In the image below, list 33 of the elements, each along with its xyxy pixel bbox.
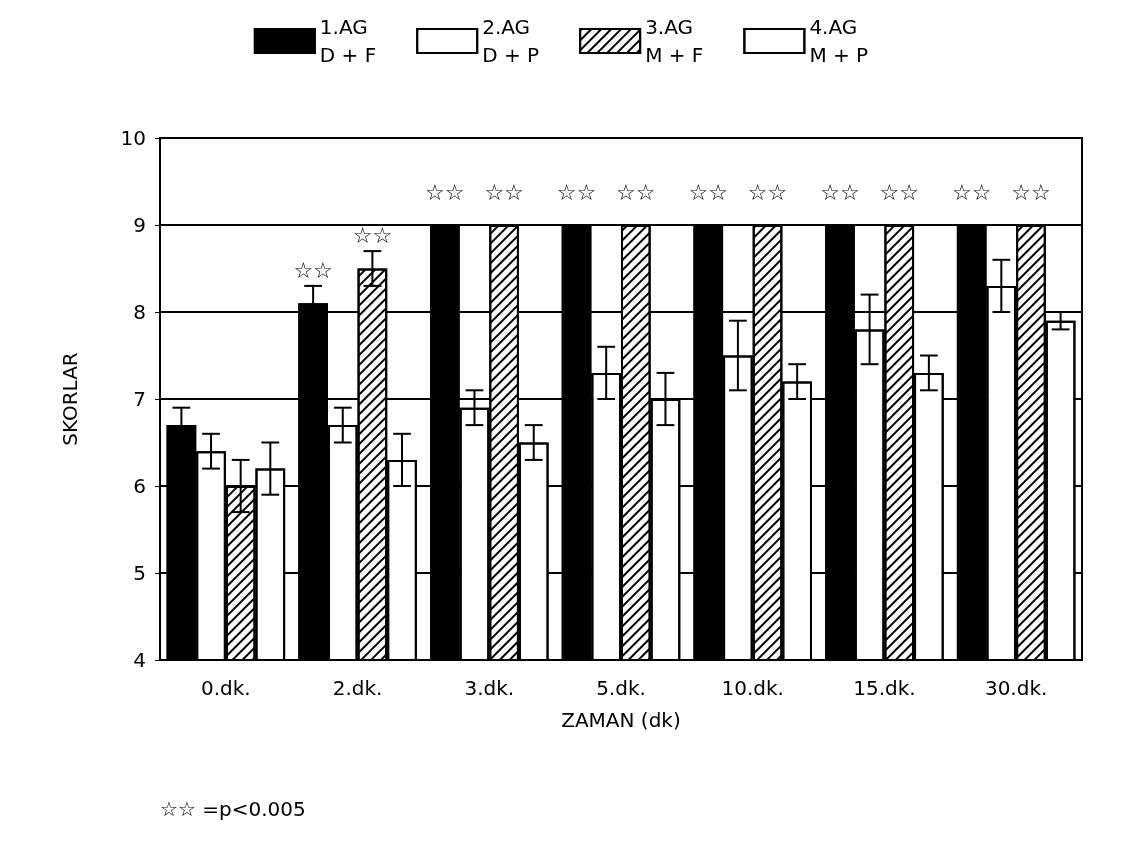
annotation: ☆☆ bbox=[879, 179, 919, 205]
y-tick-label: 7 bbox=[133, 387, 146, 411]
x-tick-label: 30.dk. bbox=[984, 676, 1048, 700]
y-axis-title: SKORLAR bbox=[58, 352, 82, 446]
annotation: ☆☆ bbox=[1011, 179, 1051, 205]
y-tick-label: 6 bbox=[133, 474, 146, 498]
y-tick-label: 8 bbox=[133, 300, 146, 324]
legend-label: 4.AG M + P bbox=[809, 15, 869, 67]
legend-label: 1.AG D + F bbox=[319, 15, 377, 67]
annotation: ☆☆ bbox=[747, 179, 788, 205]
x-tick-label: 10.dk. bbox=[721, 676, 784, 700]
annotation: ☆☆ bbox=[688, 179, 728, 205]
x-axis-title: ZAMAN (dk) bbox=[561, 708, 681, 732]
annotation: ☆☆ bbox=[293, 257, 333, 283]
text: ☆☆ =p<0.005 bbox=[160, 797, 306, 821]
annotation: ☆☆ bbox=[556, 179, 597, 205]
x-tick-label: 0.dk. bbox=[201, 676, 251, 700]
x-tick-label: 5.dk. bbox=[596, 676, 646, 700]
annotation: ☆☆ bbox=[352, 223, 393, 248]
annotation: ☆☆ bbox=[425, 179, 465, 205]
y-tick-label: 9 bbox=[133, 213, 146, 237]
annotation: ☆☆ bbox=[484, 179, 524, 205]
annotation: ☆☆ bbox=[616, 179, 656, 205]
x-tick-label: 15.dk. bbox=[853, 676, 916, 700]
y-tick-label: 5 bbox=[133, 561, 146, 585]
x-tick-label: 2.dk. bbox=[332, 676, 383, 700]
legend-label: 3.AG M + F bbox=[645, 15, 704, 67]
annotation: ☆☆ bbox=[820, 179, 860, 205]
legend-label: 2.AG D + P bbox=[482, 15, 540, 67]
y-tick-label: 4 bbox=[133, 648, 146, 672]
x-tick-label: 3.dk. bbox=[464, 676, 515, 700]
annotation: ☆☆ bbox=[951, 179, 992, 205]
y-tick-label: 10 bbox=[120, 126, 146, 150]
